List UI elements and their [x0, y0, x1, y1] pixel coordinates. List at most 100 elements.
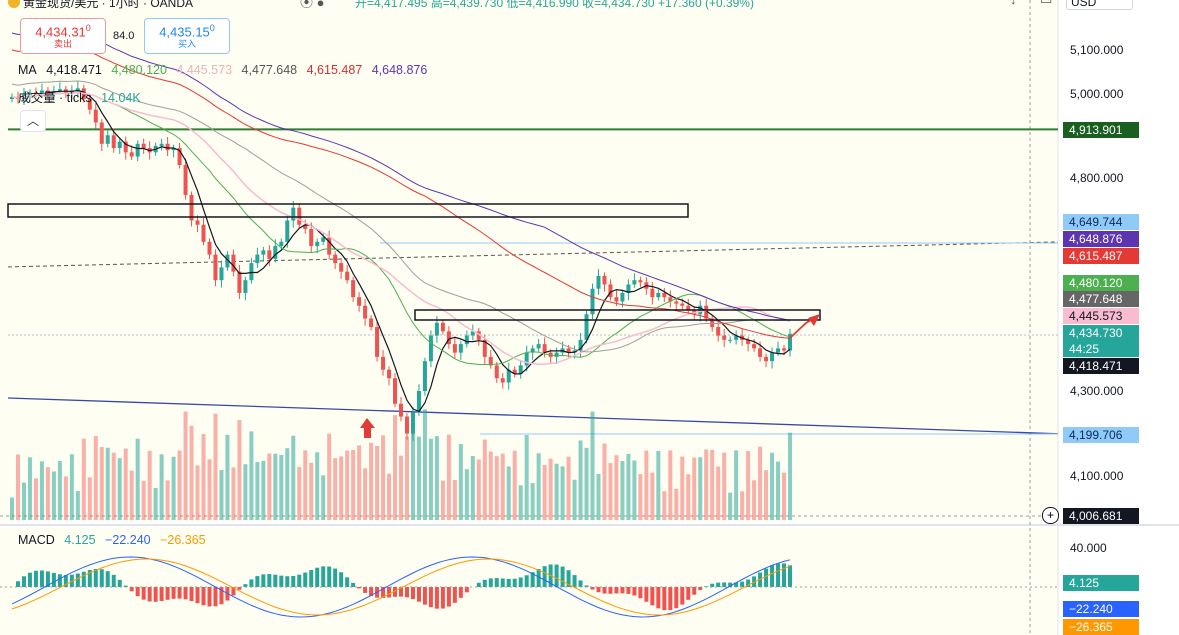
volume-bar	[680, 456, 685, 520]
chevron-up-icon[interactable]: ︿	[20, 110, 46, 132]
candle-body	[788, 333, 792, 351]
macd-histogram-bar	[387, 587, 392, 598]
volume-bar	[668, 450, 673, 520]
volume-bar	[171, 456, 176, 520]
volume-bar	[285, 448, 290, 520]
candle-body	[333, 254, 338, 264]
volume-bar	[243, 464, 248, 520]
volume-bar	[231, 467, 236, 520]
macd-histogram-bar	[285, 576, 290, 587]
dropdown-dots-icon[interactable]: ⦿ ●	[300, 0, 325, 10]
volume-bar	[422, 409, 427, 520]
candle-body	[770, 352, 775, 362]
candle-body	[536, 344, 541, 349]
symbol-title-text: 黄金现货/美元 · 1小时 · OANDA	[23, 0, 194, 10]
candle-body	[638, 280, 643, 283]
candle-body	[303, 224, 308, 230]
macd-histogram-bar	[39, 570, 44, 587]
macd-histogram-bar	[692, 587, 697, 595]
macd-histogram-bar	[297, 574, 302, 587]
candle-body	[273, 246, 278, 259]
macd-histogram-bar	[153, 587, 158, 602]
macd-histogram-bar	[117, 579, 122, 587]
candle-body	[75, 88, 80, 91]
volume-bar	[428, 438, 433, 520]
volume-bar	[399, 455, 403, 520]
macd-histogram-bar	[159, 587, 164, 602]
candle-body	[369, 318, 374, 328]
macd-histogram-bar	[351, 582, 356, 587]
volume-bar	[213, 413, 218, 520]
volume-bar	[446, 434, 451, 520]
buy-price-sup: 0	[209, 23, 215, 33]
candle-body	[758, 348, 763, 357]
macd-histogram-bar	[345, 577, 350, 587]
volume-bar	[291, 435, 296, 520]
volume-bar	[117, 458, 122, 520]
volume-bar	[548, 458, 553, 520]
price-label-ma-pink: 4,445.573	[1063, 308, 1139, 324]
plus-icon[interactable]: +	[1042, 507, 1059, 524]
macd-histogram-bar	[776, 563, 781, 587]
macd-histogram-bar	[782, 563, 787, 587]
macd-histogram-bar	[207, 587, 212, 607]
candle-body	[177, 148, 182, 166]
layout-icon[interactable]: ▭	[1040, 0, 1052, 8]
macd-legend-label: MACD	[18, 533, 55, 547]
macd-histogram-bar	[105, 571, 110, 587]
volume-bar	[219, 469, 224, 520]
volume-bar	[93, 435, 98, 520]
candle-body	[267, 250, 272, 259]
volume-bar	[141, 480, 146, 520]
macd-histogram-bar	[51, 572, 56, 587]
macd-line-value: −22.240	[105, 533, 151, 547]
macd-histogram-bar	[339, 572, 344, 587]
volume-bar	[333, 458, 338, 520]
ma-legend[interactable]: MA 4,418.471 4,480.120 4,445.573 4,477.6…	[18, 63, 433, 77]
macd-histogram-bar	[357, 587, 362, 589]
candle-body	[279, 241, 284, 247]
currency-selector[interactable]: USD	[1066, 0, 1134, 10]
volume-bar	[704, 449, 709, 520]
volume-bar	[351, 449, 356, 520]
volume-bar	[716, 466, 721, 520]
volume-bar	[255, 461, 260, 520]
macd-histogram-bar	[267, 574, 272, 587]
volume-bar	[129, 470, 134, 520]
price-label-ma-gray: 4,477.648	[1063, 291, 1139, 307]
macd-histogram-bar	[458, 587, 463, 598]
volume-bar	[147, 450, 152, 520]
buy-button[interactable]: 4,435.150 买入	[144, 18, 230, 54]
candle-body	[566, 348, 571, 353]
price-label-last: 4,434.730	[1063, 325, 1139, 341]
candle-body	[524, 352, 529, 366]
download-icon[interactable]: ↓	[1010, 0, 1017, 7]
volume-bar	[57, 461, 62, 520]
macd-histogram-bar	[770, 565, 775, 587]
candle-body	[614, 297, 619, 302]
volume-bar	[15, 454, 20, 520]
candle-body	[512, 369, 517, 374]
price-label-cursor: 4,006.681	[1063, 508, 1139, 524]
volume-bar	[63, 476, 68, 520]
volume-legend[interactable]: 成交量 · ticks 14.04K	[18, 87, 147, 106]
candle-body	[446, 331, 451, 345]
volume-bar	[710, 449, 715, 520]
candle-body	[476, 331, 481, 340]
candle-body	[530, 348, 535, 353]
candle-body	[500, 378, 505, 383]
arrow-up-icon	[360, 418, 375, 438]
volume-legend-value: 14.04K	[101, 91, 141, 105]
candle-body	[656, 292, 661, 298]
macd-legend[interactable]: MACD 4.125 −22.240 −26.365	[18, 533, 212, 547]
macd-histogram-bar	[87, 569, 92, 587]
volume-bar	[273, 453, 278, 520]
candle-body	[45, 90, 50, 93]
sell-button[interactable]: 4,434.310 卖出	[20, 18, 106, 54]
candle-body	[596, 275, 601, 289]
volume-bar	[45, 467, 50, 520]
macd-histogram-bar	[638, 587, 643, 599]
candle-body	[183, 165, 188, 195]
macd-histogram-bar	[273, 574, 278, 587]
